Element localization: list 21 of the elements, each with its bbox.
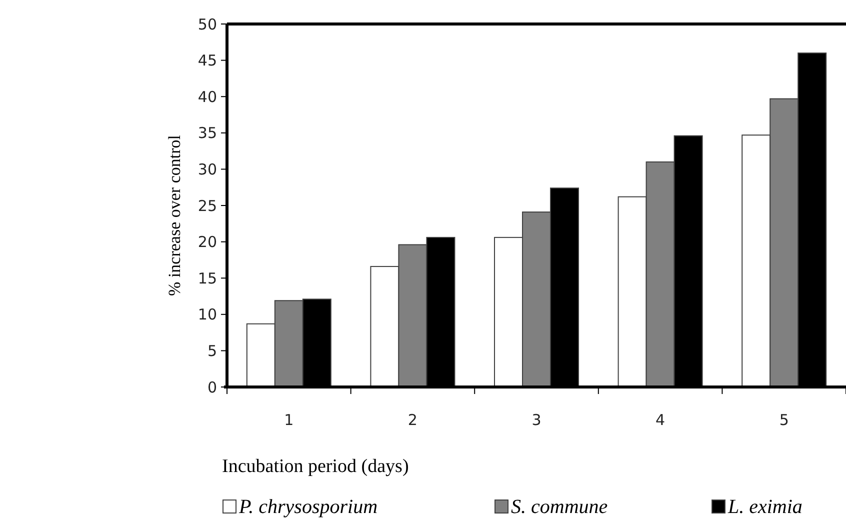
x-tick-label: 5 xyxy=(779,411,789,429)
y-tick-label: 40 xyxy=(198,88,217,106)
legend-label: L. eximia xyxy=(727,496,802,518)
y-tick-label: 45 xyxy=(198,52,217,70)
y-tick-label: 0 xyxy=(207,378,217,396)
legend-label: S. commune xyxy=(511,496,608,518)
y-tick-label: 15 xyxy=(198,269,217,288)
y-tick-label: 35 xyxy=(198,124,217,142)
y-tick-label: 25 xyxy=(198,196,217,215)
y-tick-label: 10 xyxy=(198,306,217,324)
x-tick-label: 3 xyxy=(532,411,542,429)
y-tick-label: 50 xyxy=(198,15,217,34)
y-tick-label: 30 xyxy=(198,160,217,178)
y-tick-label: 5 xyxy=(207,342,217,360)
legend-label: P. chrysosporium xyxy=(238,496,378,518)
y-tick-label: 20 xyxy=(198,233,217,252)
y-axis-title: % increase over control xyxy=(165,134,184,296)
x-tick-label: 1 xyxy=(284,411,294,429)
x-axis-title: Incubation period (days) xyxy=(222,456,409,477)
x-tick-label: 2 xyxy=(408,411,418,429)
x-tick-label: 4 xyxy=(656,411,666,429)
